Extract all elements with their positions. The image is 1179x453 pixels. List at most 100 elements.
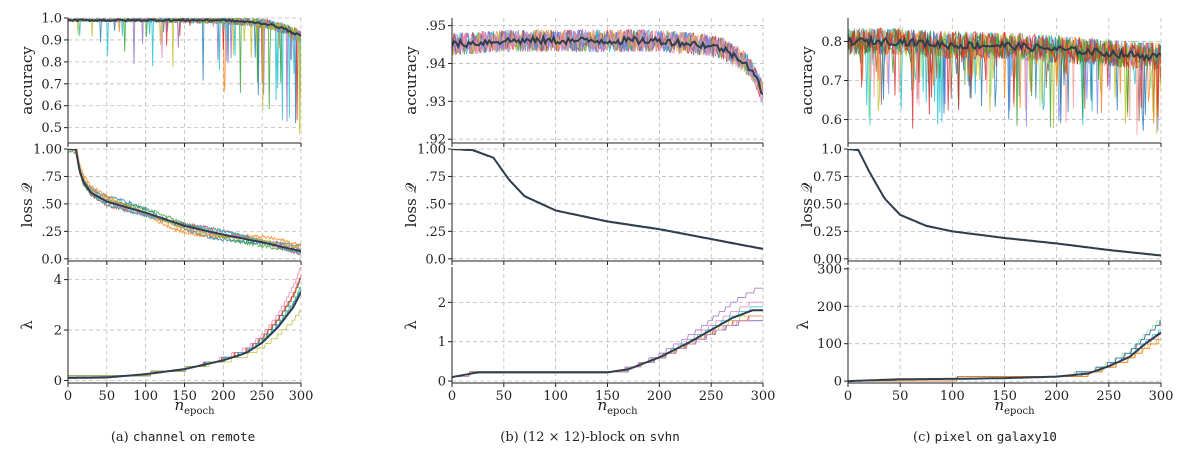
x-axis-label-sub: epoch — [607, 406, 638, 417]
y-tick-label: 0.7 — [41, 77, 62, 92]
caption-a: (a) channel on remote — [111, 429, 255, 445]
x-axis-label-main: n — [174, 396, 184, 414]
x-tick-label: 0 — [64, 389, 72, 404]
run-lines — [68, 267, 301, 377]
y-tick-label: .93 — [425, 95, 446, 110]
x-axis-label: nepoch — [994, 396, 1035, 417]
panel-b-loss: 1.00 .75 .50 .25 0.0 loss 𝒬 — [402, 143, 764, 267]
x-tick-label: 150 — [172, 389, 197, 404]
panel-c-accuracy: 0.8 0.7 0.6 accuracy — [798, 18, 1162, 147]
y-tick-label: 1.00 — [417, 143, 446, 158]
caption-c-letter: (c) — [913, 430, 931, 445]
run-line — [68, 310, 301, 377]
caption-b-dataset: svhn — [649, 429, 680, 444]
panel-b-accuracy: .95 .94 .93 .92 accuracy — [402, 18, 764, 148]
caption-a-dataset: remote — [210, 429, 256, 444]
y-tick-label: 0.9 — [41, 33, 62, 48]
caption-a-method: channel — [132, 429, 186, 444]
run-lines — [848, 320, 1161, 382]
chart-b: .95 .94 .93 .92 accuracy 1.00 .75 .50 .25 0.0 loss… — [402, 18, 775, 417]
x-tick-label: 250 — [699, 389, 724, 404]
series-line-mean — [68, 149, 301, 253]
x-axis-label: nepoch — [174, 396, 215, 417]
series-line-mean — [848, 149, 1161, 257]
y-tick-label: 4 — [54, 273, 62, 288]
y-axis-label: accuracy — [798, 46, 816, 115]
x-tick-label: 100 — [543, 389, 568, 404]
x-tick-label: 250 — [250, 389, 275, 404]
y-tick-label: 200 — [817, 300, 842, 315]
y-tick-label: 0.6 — [41, 99, 62, 114]
run-line — [68, 149, 301, 250]
series-line-mean — [848, 331, 1161, 383]
y-tick-label: 0.75 — [813, 170, 842, 185]
y-tick-label: 1.00 — [33, 143, 62, 158]
y-axis-label: λ — [18, 320, 36, 330]
x-tick-label: 200 — [1044, 389, 1069, 404]
x-axis-label-main: n — [597, 396, 607, 414]
caption-a-letter: (a) — [110, 430, 129, 445]
y-axis-label: accuracy — [402, 46, 420, 115]
run-line — [452, 29, 763, 101]
x-tick-label: 50 — [892, 389, 909, 404]
y-tick-label: 0.8 — [821, 35, 842, 50]
caption-a-on: on — [189, 430, 206, 445]
series-line-mean — [452, 149, 763, 250]
y-tick-label: 0 — [834, 375, 842, 390]
y-tick-label: 0.0 — [425, 252, 446, 267]
caption-b: (b) (12 × 12)-block on svhn — [500, 429, 679, 445]
y-tick-label: 100 — [817, 337, 842, 352]
x-tick-label: 300 — [289, 389, 314, 404]
y-tick-label: .50 — [425, 197, 446, 212]
panel-c-loss: 1.0 0.75 0.50 0.25 0.00 loss 𝒬 — [798, 143, 1162, 267]
y-tick-label: 300 — [817, 262, 842, 277]
x-tick-label: 250 — [1096, 389, 1121, 404]
y-tick-label: 2 — [54, 324, 62, 339]
caption-c-method: pixel — [934, 429, 973, 444]
x-tick-label: 300 — [751, 389, 776, 404]
y-tick-label: .50 — [41, 197, 62, 212]
y-tick-label: 0.0 — [41, 252, 62, 267]
series-line-mean — [848, 34, 1161, 62]
y-tick-label: 0.00 — [813, 252, 842, 267]
y-tick-label: 0.25 — [813, 225, 842, 240]
y-tick-label: .75 — [41, 170, 62, 185]
x-tick-label: 150 — [992, 389, 1017, 404]
y-axis-label: loss 𝒬 — [402, 182, 420, 227]
y-tick-label: .25 — [41, 225, 62, 240]
chart-c: 0.8 0.7 0.6 accuracy 1.0 0.75 0.50 0.25 0.00 loss… — [794, 18, 1173, 417]
y-axis-label: loss 𝒬 — [18, 182, 36, 227]
x-axis-label: nepoch — [597, 396, 638, 417]
x-tick-label: 50 — [99, 389, 116, 404]
series-line-mean — [452, 309, 763, 379]
x-axis-label-sub: epoch — [184, 406, 215, 417]
y-axis-label: λ — [794, 320, 812, 330]
caption-b-method: (12 × 12)-block — [522, 430, 626, 445]
y-tick-label: 0 — [438, 375, 446, 390]
y-tick-label: 1 — [438, 335, 446, 350]
caption-c-on: on — [976, 430, 993, 445]
panel-a-loss: 1.00 .75 .50 .25 0.0 loss 𝒬 — [18, 143, 302, 267]
y-tick-label: .94 — [425, 57, 446, 72]
y-tick-label: 0.5 — [41, 121, 62, 136]
caption-c: (c) pixel on galaxy10 — [913, 429, 1057, 445]
x-tick-label: 50 — [496, 389, 513, 404]
x-tick-label: 300 — [1149, 389, 1174, 404]
x-tick-label: 150 — [595, 389, 620, 404]
y-tick-label: .95 — [425, 19, 446, 34]
x-tick-label: 200 — [211, 389, 236, 404]
series-line-mean — [452, 33, 763, 96]
x-tick-label: 0 — [448, 389, 456, 404]
x-axis-label-main: n — [994, 396, 1004, 414]
x-axis-label-sub: epoch — [1004, 406, 1035, 417]
y-tick-label: 0.50 — [813, 197, 842, 212]
y-tick-label: 1.0 — [41, 12, 62, 27]
run-line — [76, 149, 301, 248]
caption-b-letter: (b) — [500, 430, 519, 445]
x-tick-label: 100 — [133, 389, 158, 404]
y-tick-label: .92 — [425, 133, 446, 148]
y-axis-label: loss 𝒬 — [798, 182, 816, 227]
panel-a-accuracy: 1.0 0.9 0.8 0.7 0.6 0.5 accuracy — [18, 12, 302, 147]
